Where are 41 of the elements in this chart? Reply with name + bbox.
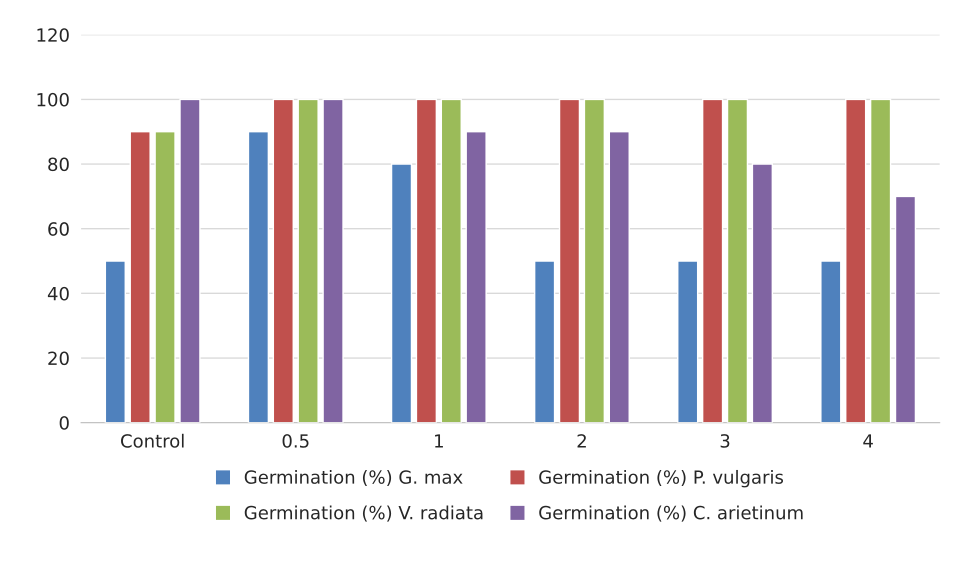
legend-label: Germination (%) C. arietinum xyxy=(539,505,803,522)
x-tick-label: Control xyxy=(121,434,184,448)
bar xyxy=(584,98,606,423)
bar xyxy=(870,98,892,423)
y-tick-label: 0 xyxy=(60,416,69,430)
bar xyxy=(894,196,916,423)
x-tick-label: 1 xyxy=(435,434,443,448)
bar xyxy=(298,98,319,423)
y-tick-label: 80 xyxy=(48,158,69,172)
bar xyxy=(272,98,294,423)
y-tick-label: 120 xyxy=(38,28,69,42)
y-tick-label: 60 xyxy=(48,222,69,236)
bar xyxy=(154,131,176,423)
bar xyxy=(440,98,462,423)
bar xyxy=(390,163,412,423)
bar xyxy=(104,260,126,423)
x-tick-label: 4 xyxy=(863,434,873,448)
bar xyxy=(248,131,270,423)
x-tick-label: 2 xyxy=(578,434,586,448)
bar xyxy=(820,260,842,423)
legend-label: Germination (%) P. vulgaris xyxy=(539,470,784,488)
bar xyxy=(558,98,580,423)
bar xyxy=(677,260,698,423)
bar xyxy=(179,98,201,423)
bar xyxy=(466,131,487,423)
bar xyxy=(130,131,151,423)
legend-label: Germination (%) G. max xyxy=(244,470,463,486)
bar xyxy=(726,98,748,423)
bar xyxy=(534,260,556,423)
bar xyxy=(752,163,774,423)
x-tick-label: 0.5 xyxy=(282,434,309,448)
bar xyxy=(608,131,630,423)
x-tick-label: 3 xyxy=(720,434,730,448)
bar xyxy=(702,98,724,423)
bar xyxy=(845,98,866,423)
legend-label: Germination (%) V. radiata xyxy=(244,505,482,522)
bar xyxy=(322,98,344,423)
y-tick-label: 20 xyxy=(48,351,69,366)
y-tick-label: 100 xyxy=(38,92,69,107)
y-tick-label: 40 xyxy=(48,286,69,300)
bar xyxy=(416,98,438,423)
